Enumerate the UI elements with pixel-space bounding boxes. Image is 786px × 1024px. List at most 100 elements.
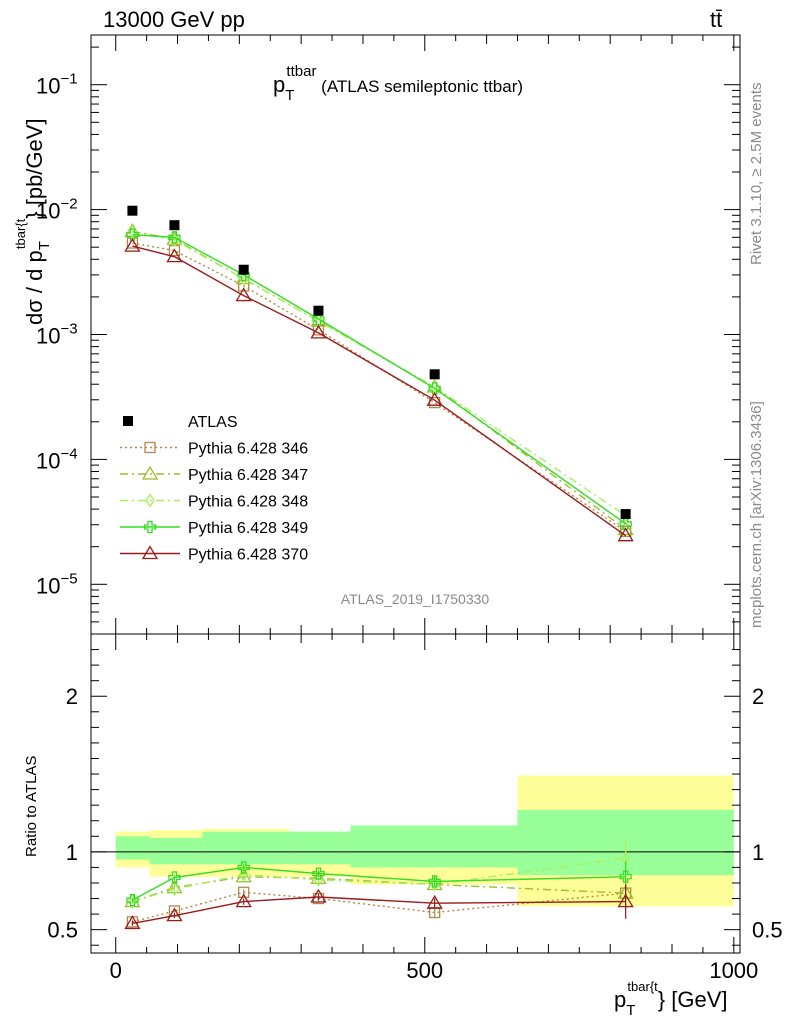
title-part: T (285, 87, 294, 104)
ratio-y-tick-label-left: 0.5 (47, 918, 78, 943)
tick-exponent: −4 (60, 445, 77, 462)
series-point-p370 (310, 324, 327, 339)
ratio-point-p349 (428, 875, 441, 888)
y-tick-label: 10−3 (36, 321, 78, 349)
ylabel-part: tbar{t (13, 218, 28, 249)
ratio-point-p348 (127, 894, 138, 909)
ratio-band-stat (350, 825, 518, 868)
series-point-p349 (619, 517, 632, 530)
ratio-y-tick-label-right: 0.5 (752, 918, 783, 943)
ratio-panel: 2 2 1 1 0.5 0.5 0 500 1000 Ratio to ATLAS pTtbar{t… (23, 633, 783, 1019)
ratio-point-p348 (313, 872, 324, 888)
legend-label-atlas: ATLAS (188, 414, 238, 431)
tick-base: 10 (36, 74, 60, 99)
ylabel-part: } [pb/GeV] (22, 118, 47, 218)
legend-marker-p347 (141, 465, 159, 480)
ratio-point-p349 (168, 871, 181, 884)
process-label: 13000 GeV pp (103, 7, 245, 32)
tick-exponent: −5 (60, 570, 77, 587)
ratio-line-p348 (132, 857, 626, 903)
ratio-point-p370 (310, 888, 327, 903)
ratio-y-tick-label-left: 2 (66, 684, 78, 709)
series-point-p349 (312, 312, 325, 326)
ratio-frame (90, 633, 741, 954)
ratio-point-p346 (238, 886, 250, 898)
xlabel-part: p (614, 987, 626, 1012)
ratio-point-p370 (426, 894, 443, 909)
series-line-p349 (132, 234, 627, 525)
x-axis-label: pTtbar{t} [GeV] (614, 979, 728, 1019)
series-point-p370 (426, 391, 443, 406)
ratio-point-p370 (235, 893, 252, 908)
legend-marker-p348 (145, 493, 155, 508)
data-point-atlas (429, 369, 440, 380)
y-tick-label: 10−2 (36, 196, 78, 224)
ratio-line-p346 (132, 891, 626, 923)
y-tick-label: 10−1 (36, 71, 78, 99)
legend-marker-p370 (141, 545, 159, 560)
ratio-point-p349 (619, 870, 632, 883)
y-tick-label: 10−4 (36, 445, 78, 473)
legend-label-p348: Pythia 6.428 348 (188, 494, 308, 511)
data-point-atlas (127, 205, 138, 216)
data-point-atlas (620, 509, 631, 520)
title-part: p (273, 72, 285, 97)
data-point-atlas (313, 305, 324, 316)
xlabel-part: } [GeV] (658, 987, 728, 1012)
rivet-version-label: Rivet 3.1.10, ≥ 2.5M events (748, 83, 765, 266)
legend-label-p346: Pythia 6.428 346 (188, 441, 308, 458)
data-point-atlas (238, 264, 249, 275)
ratio-point-p370 (124, 915, 141, 930)
tick-base: 10 (36, 573, 60, 598)
ratio-y-tick-label-right: 1 (752, 840, 764, 865)
ratio-point-p349 (126, 893, 139, 907)
series-point-p349 (428, 382, 441, 395)
series-line-p346 (132, 242, 627, 532)
legend: ATLAS Pythia 6.428 346 Pythia 6.428 347 Pyt… (120, 414, 308, 564)
title-part: ttbar (286, 63, 316, 80)
legend-marker-atlas (123, 416, 133, 426)
ratio-point-p347 (310, 870, 327, 884)
y-axis-label: dσ / d pTtbar{t} [pb/GeV] (13, 118, 53, 325)
y-tick-label: 10−5 (36, 570, 78, 598)
series-point-p370 (124, 237, 141, 252)
ratio-point-p348 (169, 882, 180, 897)
ratio-line-p347 (132, 876, 626, 903)
x-tick-label: 500 (406, 958, 443, 983)
series-point-p370 (235, 287, 252, 302)
plot-title: pTttbar (ATLAS semileptonic ttbar) (273, 63, 523, 104)
legend-label-p347: Pythia 6.428 347 (188, 467, 308, 484)
ratio-y-tick-label-left: 1 (66, 840, 78, 865)
tick-exponent: −3 (60, 321, 77, 338)
series-point-p370 (617, 527, 634, 542)
ratio-band-stat (149, 837, 203, 865)
series-point-p349 (126, 228, 139, 241)
analysis-id-label: ATLAS_2019_I1750330 (341, 591, 490, 607)
ratio-band-stat (202, 831, 289, 865)
series-point-p347 (166, 230, 183, 245)
legend-label-p370: Pythia 6.428 370 (188, 547, 308, 564)
ylabel-part: T (36, 241, 53, 250)
tick-exponent: −2 (60, 196, 77, 213)
series-line-p347 (132, 230, 627, 530)
ratio-point-p370 (617, 893, 634, 908)
main-frame (90, 34, 741, 635)
ratio-point-p348 (238, 867, 249, 882)
ratio-point-p349 (312, 867, 325, 880)
series-point-p347 (617, 521, 634, 536)
ratio-y-axis-label: Ratio to ATLAS (23, 756, 40, 857)
ratio-band-stat (115, 836, 150, 860)
xlabel-part: T (626, 1002, 635, 1019)
mcplots-label: mcplots.cern.ch [arXiv:1306.3436] (748, 401, 765, 628)
ratio-point-p349 (237, 861, 250, 874)
legend-marker-p346 (144, 441, 156, 454)
channel-label: tt̄ (710, 7, 722, 32)
series-point-p370 (166, 248, 183, 263)
legend-label-p349: Pythia 6.428 349 (188, 520, 308, 537)
tick-exponent: −1 (60, 71, 77, 88)
series-line-p370 (132, 245, 627, 537)
data-point-atlas (169, 220, 180, 231)
tick-base: 10 (36, 199, 60, 224)
ratio-line-p370 (132, 896, 626, 925)
